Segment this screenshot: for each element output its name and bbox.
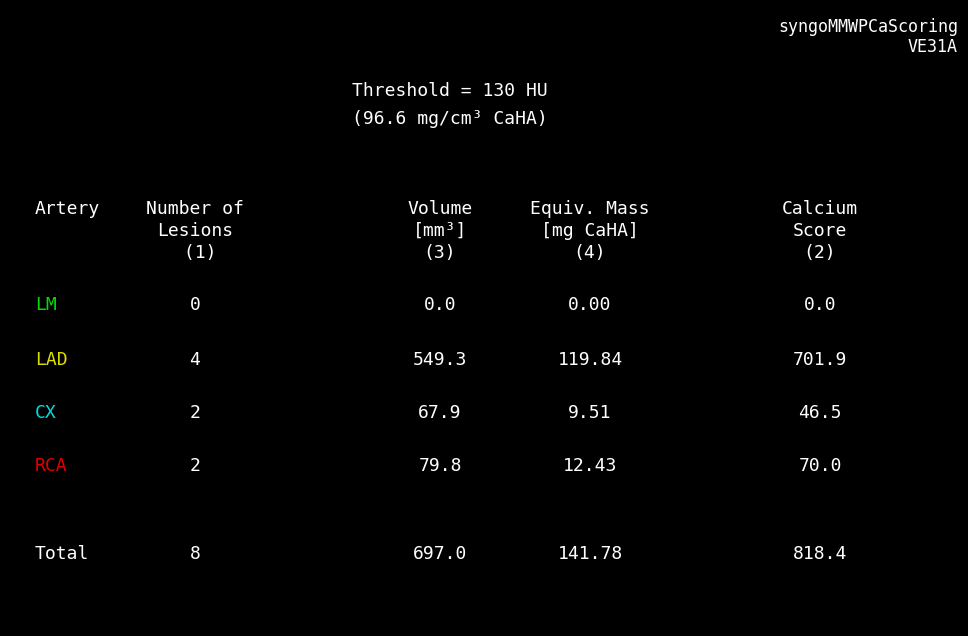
Text: 549.3: 549.3 bbox=[412, 351, 468, 369]
Text: CX: CX bbox=[35, 404, 57, 422]
Text: Artery: Artery bbox=[35, 200, 101, 218]
Text: 119.84: 119.84 bbox=[558, 351, 622, 369]
Text: 141.78: 141.78 bbox=[558, 545, 622, 563]
Text: 67.9: 67.9 bbox=[418, 404, 462, 422]
Text: (1): (1) bbox=[173, 244, 217, 262]
Text: (3): (3) bbox=[424, 244, 456, 262]
Text: Score: Score bbox=[793, 222, 847, 240]
Text: 9.51: 9.51 bbox=[568, 404, 612, 422]
Text: (96.6 mg/cm³ CaHA): (96.6 mg/cm³ CaHA) bbox=[352, 110, 548, 128]
Text: syngoMMWPCaScoring: syngoMMWPCaScoring bbox=[778, 18, 958, 36]
Text: 0.00: 0.00 bbox=[568, 296, 612, 314]
Text: 8: 8 bbox=[190, 545, 200, 563]
Text: VE31A: VE31A bbox=[908, 38, 958, 56]
Text: 701.9: 701.9 bbox=[793, 351, 847, 369]
Text: Equiv. Mass: Equiv. Mass bbox=[530, 200, 650, 218]
Text: Total: Total bbox=[35, 545, 89, 563]
Text: 0: 0 bbox=[190, 296, 200, 314]
Text: (4): (4) bbox=[574, 244, 606, 262]
Text: 0.0: 0.0 bbox=[803, 296, 836, 314]
Text: LM: LM bbox=[35, 296, 57, 314]
Text: 4: 4 bbox=[190, 351, 200, 369]
Text: Volume: Volume bbox=[408, 200, 472, 218]
Text: 70.0: 70.0 bbox=[799, 457, 842, 475]
Text: 818.4: 818.4 bbox=[793, 545, 847, 563]
Text: Calcium: Calcium bbox=[782, 200, 858, 218]
Text: Threshold = 130 HU: Threshold = 130 HU bbox=[352, 82, 548, 100]
Text: 2: 2 bbox=[190, 404, 200, 422]
Text: 12.43: 12.43 bbox=[562, 457, 618, 475]
Text: 46.5: 46.5 bbox=[799, 404, 842, 422]
Text: [mg CaHA]: [mg CaHA] bbox=[541, 222, 639, 240]
Text: 79.8: 79.8 bbox=[418, 457, 462, 475]
Text: (2): (2) bbox=[803, 244, 836, 262]
Text: RCA: RCA bbox=[35, 457, 68, 475]
Text: Number of: Number of bbox=[146, 200, 244, 218]
Text: 0.0: 0.0 bbox=[424, 296, 456, 314]
Text: LAD: LAD bbox=[35, 351, 68, 369]
Text: 697.0: 697.0 bbox=[412, 545, 468, 563]
Text: 2: 2 bbox=[190, 457, 200, 475]
Text: [mm³]: [mm³] bbox=[412, 222, 468, 240]
Text: Lesions: Lesions bbox=[157, 222, 233, 240]
